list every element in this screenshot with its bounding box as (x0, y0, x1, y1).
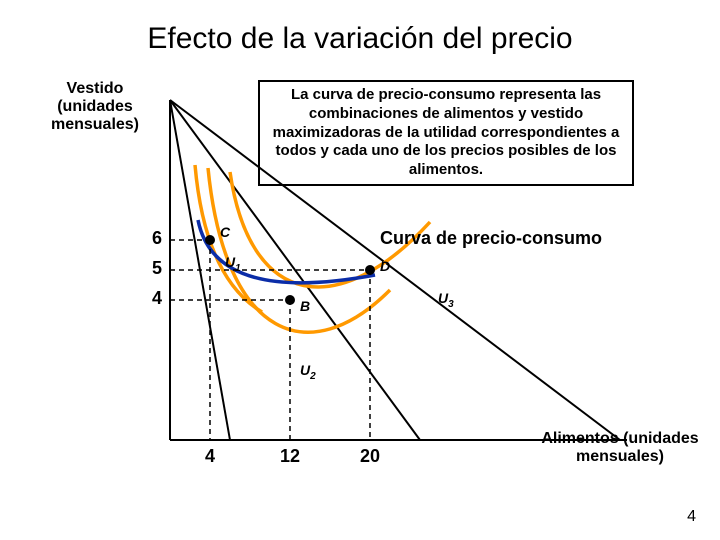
pcc-label: Curva de precio-consumo (380, 228, 602, 249)
indiff-label-u3: U3 (438, 290, 454, 310)
indiff-label-u1: U1 (225, 254, 241, 274)
indiff-label-u2: U2 (300, 362, 316, 382)
y-tick-label: 4 (132, 288, 162, 309)
y-tick-label: 5 (132, 258, 162, 279)
x-tick-label: 4 (195, 446, 225, 467)
x-tick-label: 12 (275, 446, 305, 467)
x-axis-label: Alimentos (unidades mensuales) (540, 430, 700, 466)
point-label-d: D (380, 258, 390, 274)
point-label-b: B (300, 298, 310, 314)
y-tick-label: 6 (132, 228, 162, 249)
point-label-c: C (220, 224, 230, 240)
page-number: 4 (687, 508, 696, 526)
x-tick-label: 20 (355, 446, 385, 467)
